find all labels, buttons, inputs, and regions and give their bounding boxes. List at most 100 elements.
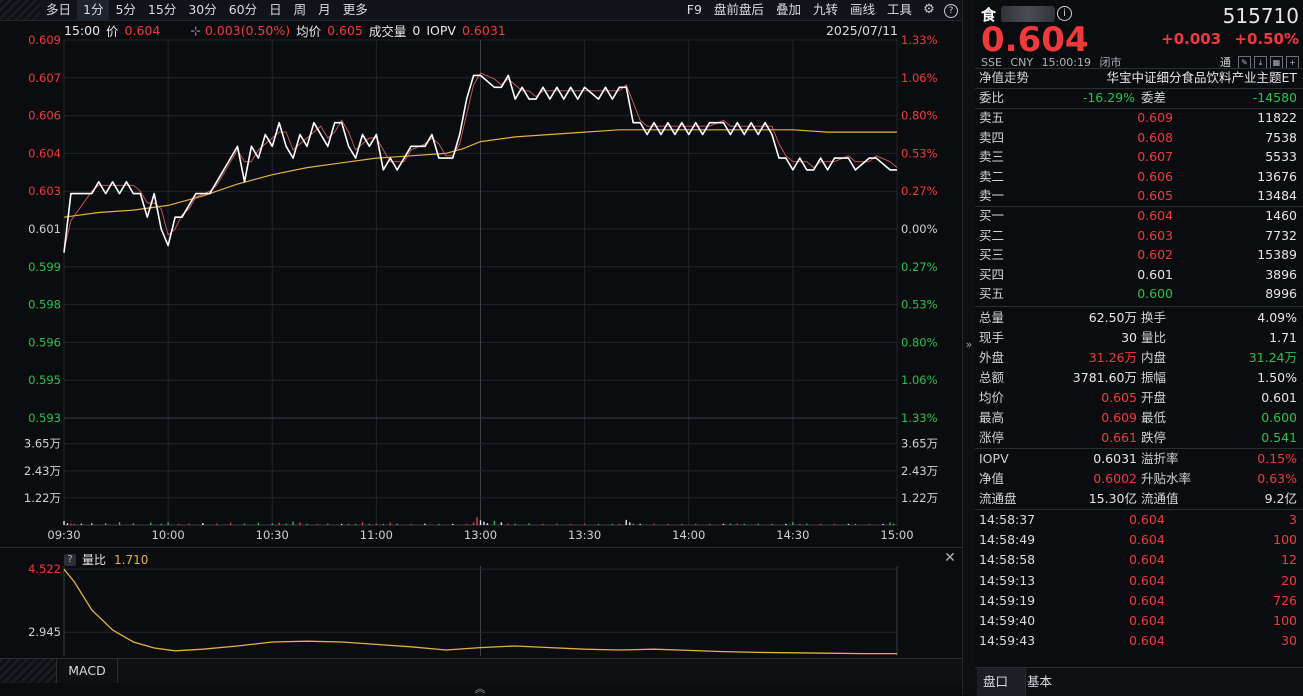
indicator-tick-label: 2.945	[28, 625, 61, 639]
stat-label: 最低	[1141, 410, 1167, 425]
period-month[interactable]: 月	[318, 2, 331, 17]
ask-row[interactable]: 卖三 0.607 5533	[979, 147, 1297, 167]
indicator-name: 量比	[82, 553, 107, 567]
bid-row[interactable]: 买五 0.600 8996	[979, 284, 1297, 304]
stat-row: 流通盘 15.30亿 流通值 9.2亿	[979, 489, 1297, 509]
ask-price: 0.607	[1137, 149, 1173, 164]
stat-value: 0.6002	[1093, 471, 1137, 486]
pin-icon[interactable]: ⤓	[1254, 55, 1267, 69]
period-60min[interactable]: 60分	[228, 2, 258, 17]
stat-value: 0.63%	[1257, 471, 1297, 486]
bid-row[interactable]: 买二 0.603 7732	[979, 226, 1297, 246]
volume-tick-label: 2.43万	[901, 464, 938, 478]
price-tick-label: 0.601	[28, 222, 61, 236]
period-multi-day[interactable]: 多日	[46, 2, 72, 17]
f9-button[interactable]: F9	[686, 2, 702, 17]
stat-label: 跌停	[1141, 430, 1167, 445]
bid-row[interactable]: 买四 0.601 3896	[979, 265, 1297, 285]
period-week[interactable]: 周	[293, 2, 307, 17]
tick-price: 0.604	[1129, 633, 1165, 649]
info-date: 2025/07/11	[825, 22, 898, 38]
chevron-right-icon[interactable]: »	[965, 338, 973, 351]
pct-tick-label: 0.53%	[901, 146, 938, 160]
pct-tick-label: 0.27%	[901, 260, 938, 274]
period-day[interactable]: 日	[269, 2, 282, 17]
stat-value: 0.541	[1261, 430, 1297, 445]
indicator-value: 1.710	[114, 552, 149, 567]
pct-tick-label: 0.27%	[901, 184, 938, 198]
tick-row: 14:59:43 0.604 30	[979, 631, 1297, 651]
indicator-tabs: MACD	[0, 658, 962, 683]
chevron-up-icon[interactable]: ︽	[474, 682, 486, 695]
weicha-value: -14580	[1252, 90, 1297, 105]
period-1min[interactable]: 1分	[77, 0, 110, 20]
tab-order-book[interactable]: 盘口	[977, 668, 1026, 696]
price-tick-label: 0.607	[28, 71, 61, 85]
question-icon[interactable]: ?	[940, 0, 962, 20]
stock-name: 食	[981, 6, 998, 24]
bid-price: 0.603	[1137, 227, 1173, 243]
change-pct: +0.50%	[1234, 30, 1299, 48]
connect-label: 通	[1220, 56, 1231, 69]
intraday-chart[interactable]: 0.609 1.33% 0.607 1.06% 0.606 0.80% 0.604 0.53%…	[0, 20, 962, 545]
time-tick-label: 11:00	[360, 528, 393, 542]
price-tick-label: 0.604	[28, 146, 61, 160]
info-avg-label: 均价	[296, 23, 322, 39]
gear-icon[interactable]: ⚙	[923, 2, 935, 17]
pct-tick-label: 0.80%	[901, 109, 938, 123]
stat-row: 总量 62.50万 换手 4.09%	[979, 308, 1297, 328]
nine-turn-button[interactable]: 九转	[812, 2, 838, 17]
tick-time: 14:59:19	[979, 592, 1036, 608]
tools-button[interactable]: 工具	[886, 2, 912, 17]
grid-icon[interactable]: ▦	[1270, 55, 1283, 69]
overlay-button[interactable]: 叠加	[775, 2, 801, 17]
ask-volume: 5533	[1265, 149, 1297, 164]
ask-row[interactable]: 卖四 0.608 7538	[979, 128, 1297, 148]
add-icon[interactable]: +	[1286, 55, 1299, 69]
indicator-header: ? 量比 1.710	[64, 551, 148, 568]
time-tick-label: 14:30	[776, 528, 809, 542]
volume-ratio-panel[interactable]: 4.522 2.945 ? 量比 1.710 ✕	[0, 547, 962, 658]
meta-exchange: SSE	[981, 56, 1002, 69]
stat-label: 量比	[1141, 330, 1167, 345]
pre-post-market-button[interactable]: 盘前盘后	[713, 2, 764, 17]
time-tick-label: 13:30	[568, 528, 601, 542]
tab-basic[interactable]: 基本	[1027, 674, 1053, 689]
period-5min[interactable]: 5分	[115, 2, 136, 17]
bid-row[interactable]: 买一 0.604 1460	[979, 206, 1297, 226]
volume-tick-label: 3.65万	[901, 437, 938, 451]
tick-time: 14:59:43	[979, 633, 1036, 649]
ask-price: 0.609	[1137, 110, 1173, 125]
draw-line-button[interactable]: 画线	[849, 2, 875, 17]
nav-row[interactable]: 净值走势 华宝中证细分食品饮料产业主题ET	[979, 68, 1297, 88]
indicator-help-icon[interactable]: ?	[64, 553, 76, 566]
panel-collapse-handle[interactable]: »	[962, 0, 975, 695]
stat-label: 内盘	[1141, 350, 1167, 365]
bid-row[interactable]: 买三 0.602 15389	[979, 245, 1297, 265]
bid-level-label: 买三	[979, 247, 1005, 262]
stat-label: 开盘	[1141, 390, 1167, 405]
bid-volume: 3896	[1265, 266, 1297, 282]
bid-volume: 1460	[1265, 208, 1297, 223]
ask-row[interactable]: 卖二 0.606 13676	[979, 167, 1297, 187]
period-more[interactable]: 更多	[342, 2, 368, 17]
weibi-value: -16.29%	[1082, 90, 1135, 105]
price-tick-label: 0.609	[28, 33, 61, 47]
tab-macd[interactable]: MACD	[56, 659, 118, 683]
period-15min[interactable]: 15分	[147, 2, 177, 17]
divider	[975, 108, 1303, 109]
info-iopv: 0.6031	[461, 22, 506, 38]
period-30min[interactable]: 30分	[188, 2, 217, 17]
stat-row: 现手 30 量比 1.71	[979, 328, 1297, 348]
edit-icon[interactable]: ✎	[1238, 55, 1251, 69]
quote-panel: 食 i 515710 0.604 +0.003 +0.50% SSE CNY 1…	[975, 0, 1303, 696]
tick-row: 14:59:40 0.604 100	[979, 611, 1297, 631]
tick-volume: 726	[1273, 592, 1297, 608]
ask-row[interactable]: 卖一 0.605 13484	[979, 186, 1297, 206]
bid-price: 0.602	[1137, 247, 1173, 262]
pct-tick-label: 0.53%	[901, 298, 938, 312]
close-icon[interactable]: ✕	[944, 550, 956, 566]
ask-row[interactable]: 卖五 0.609 11822	[979, 108, 1297, 128]
nav-trend-label[interactable]: 净值走势	[979, 70, 1030, 85]
info-icon[interactable]: i	[1057, 6, 1072, 21]
